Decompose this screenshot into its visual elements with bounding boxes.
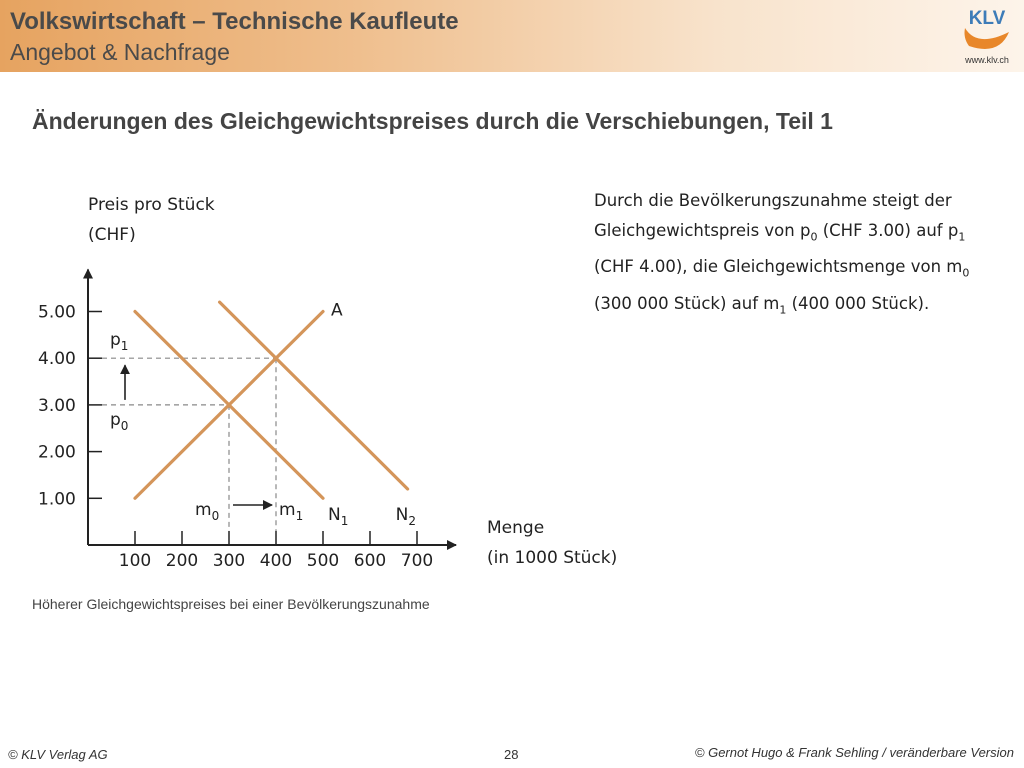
description-line: Gleichgewichtspreis von p0 (CHF 3.00) au… xyxy=(594,221,966,244)
series-label-A: A xyxy=(331,301,343,321)
header-subtitle: Angebot & Nachfrage xyxy=(10,39,230,65)
footer-authors: © Gernot Hugo & Frank Sehling / veränder… xyxy=(694,745,1014,760)
klv-logo-icon: KLV www.klv.ch xyxy=(964,8,1009,65)
slide-title: Änderungen des Gleichgewichtspreises dur… xyxy=(32,108,833,134)
supply-demand-chart: Preis pro Stück (CHF) Menge (in 1000 Stü… xyxy=(38,195,617,571)
y-tick-label: 5.00 xyxy=(38,303,76,323)
quantity-label-m1: m1 xyxy=(279,500,303,523)
figure-caption: Höherer Gleichgewichtspreises bei einer … xyxy=(32,596,430,612)
x-tick-label: 100 xyxy=(119,551,151,571)
y-tick-label: 2.00 xyxy=(38,443,76,463)
x-tick-label: 600 xyxy=(354,551,386,571)
series-label-N2: N2 xyxy=(396,505,416,528)
x-tick-label: 400 xyxy=(260,551,292,571)
page-number: 28 xyxy=(504,747,519,762)
description-line: Durch die Bevölkerungszunahme steigt der xyxy=(594,191,952,210)
series-label-N1: N1 xyxy=(328,505,348,528)
price-label-p1: p1 xyxy=(110,330,128,353)
x-tick-label: 300 xyxy=(213,551,245,571)
demand-curve-N1 xyxy=(133,309,325,500)
x-tick-label: 500 xyxy=(307,551,339,571)
quantity-label-m0: m0 xyxy=(195,500,219,523)
description-line: (300 000 Stück) auf m1 (400 000 Stück). xyxy=(594,293,930,316)
y-axis-label-line2: (CHF) xyxy=(88,225,136,245)
svg-text:KLV: KLV xyxy=(969,8,1006,29)
y-tick-label: 3.00 xyxy=(38,396,76,416)
description-text: Durch die Bevölkerungszunahme steigt der… xyxy=(594,186,1014,325)
price-label-p0: p0 xyxy=(110,410,128,433)
demand-curve-N2 xyxy=(218,300,410,491)
header-bar: Volkswirtschaft – Technische Kaufleute A… xyxy=(0,0,1024,72)
x-axis-label-line2: (in 1000 Stück) xyxy=(487,548,617,568)
y-axis-label-line1: Preis pro Stück xyxy=(88,195,215,215)
description-line: (CHF 4.00), die Gleichgewichtsmenge von … xyxy=(594,257,970,280)
x-tick-label: 700 xyxy=(401,551,433,571)
header-title: Volkswirtschaft – Technische Kaufleute xyxy=(10,8,459,35)
y-tick-label: 1.00 xyxy=(38,489,76,509)
x-axis-label-line1: Menge xyxy=(487,518,544,538)
svg-text:www.klv.ch: www.klv.ch xyxy=(964,55,1009,65)
x-tick-label: 200 xyxy=(166,551,198,571)
footer-copyright: © KLV Verlag AG xyxy=(8,747,108,762)
y-tick-label: 4.00 xyxy=(38,349,76,369)
